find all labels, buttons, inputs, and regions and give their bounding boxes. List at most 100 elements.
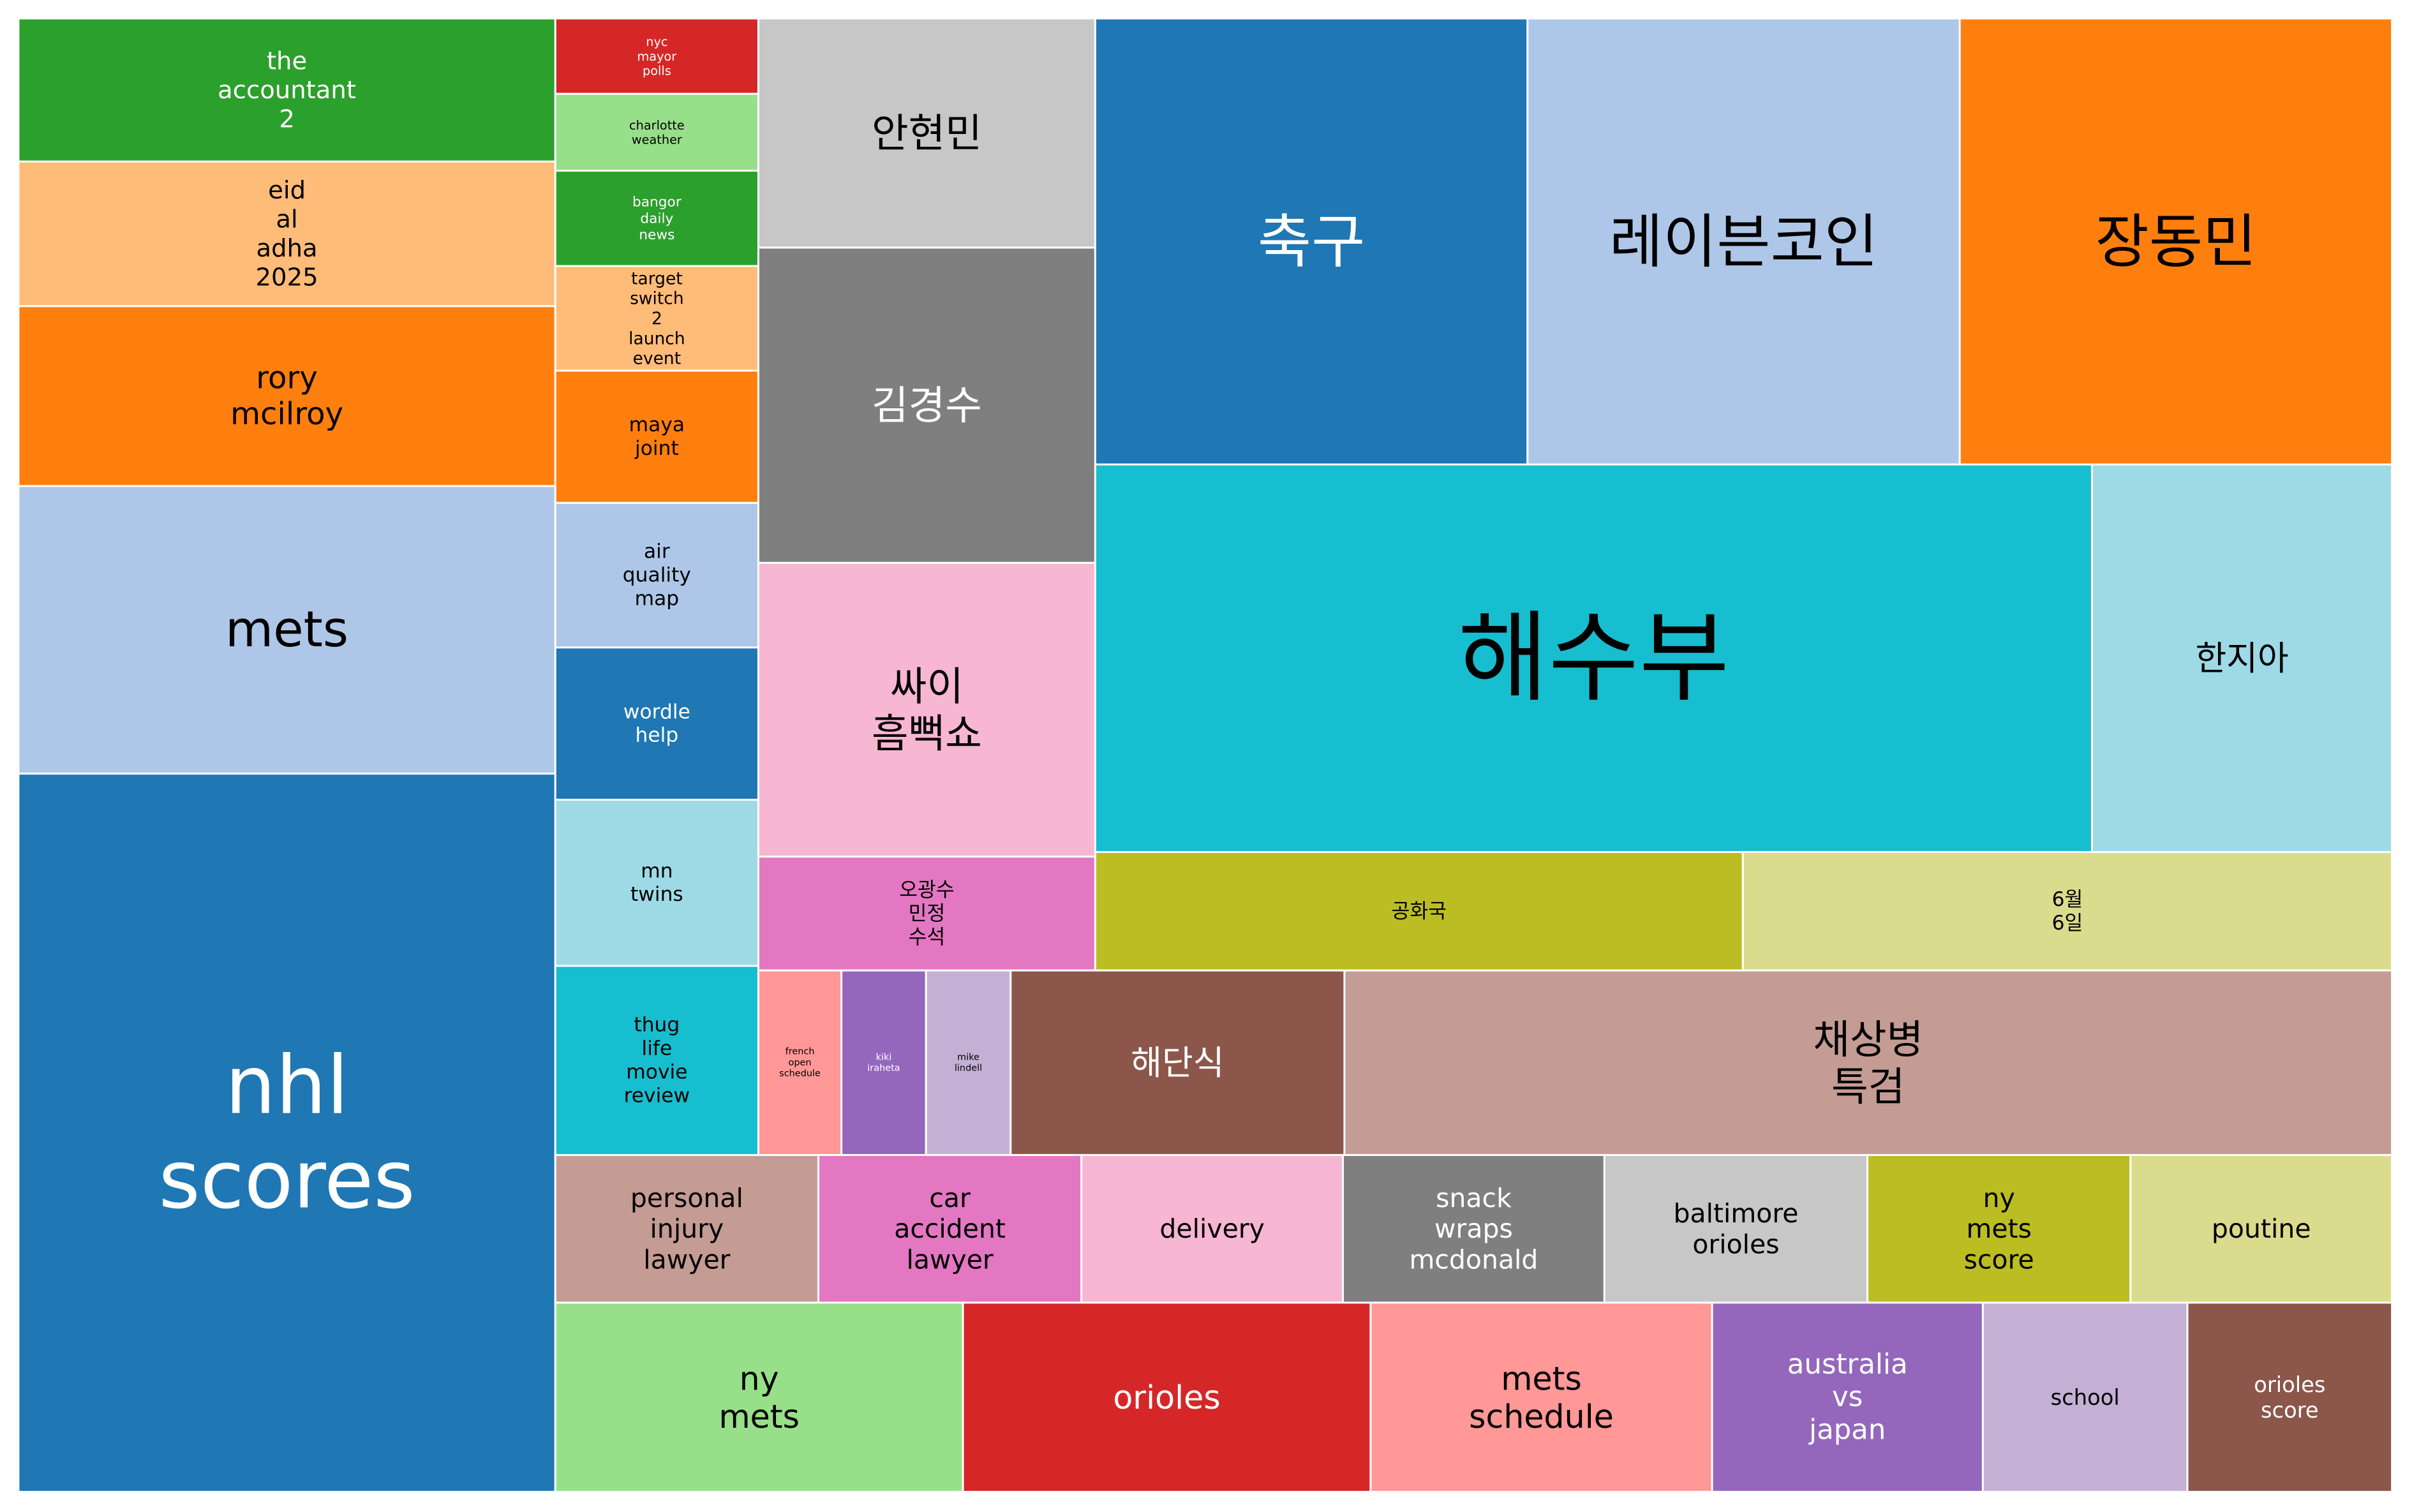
- treemap-tile-rect: [757, 561, 1096, 858]
- treemap-tile: wordle help: [554, 646, 759, 801]
- treemap-tile-label: wordle help: [623, 700, 690, 747]
- treemap-tile: 안현민: [757, 17, 1096, 249]
- treemap-tile: 레이븐코인: [1526, 17, 1961, 466]
- treemap-tile-rect: [554, 501, 759, 649]
- treemap-tile-rect: [1094, 851, 1744, 972]
- treemap-tile: school: [1981, 1301, 2189, 1493]
- treemap-tile-label: mn twins: [630, 859, 683, 906]
- treemap-tile-rect: [1094, 463, 2094, 854]
- treemap-tile-label: 축구: [1258, 207, 1366, 276]
- treemap-tile-label: mets: [225, 601, 348, 658]
- treemap-tile-rect: [757, 246, 1096, 564]
- treemap-tile: charlotte weather: [554, 93, 759, 172]
- treemap-tile-label: rory mcilroy: [230, 360, 343, 432]
- treemap-tile-label: personal injury lawyer: [630, 1183, 743, 1275]
- treemap-tile-label: 김경수: [872, 382, 982, 429]
- treemap-tile: 공화국: [1094, 851, 1744, 972]
- treemap-tile: poutine: [2129, 1153, 2393, 1304]
- treemap-tile-label: poutine: [2212, 1213, 2311, 1244]
- treemap-tile: 채상병 특검: [1343, 969, 2393, 1156]
- treemap-tile-label: 장동민: [2096, 207, 2257, 276]
- treemap-tile: 축구: [1094, 17, 1529, 466]
- treemap-tile-label: ny mets: [718, 1360, 800, 1435]
- treemap-tile: rory mcilroy: [17, 305, 556, 487]
- treemap-tile-rect: [840, 969, 927, 1156]
- treemap-tile: mets: [17, 485, 556, 775]
- treemap-tile-rect: [1981, 1301, 2189, 1493]
- treemap-tile-label: car accident lawyer: [894, 1183, 1006, 1275]
- treemap-tile-rect: [554, 646, 759, 801]
- treemap-tile: 오광수 민정 수석: [757, 856, 1096, 972]
- treemap-tile: 6월 6일: [1741, 851, 2393, 972]
- treemap-tile: mike lindell: [925, 969, 1012, 1156]
- treemap-tile-rect: [1958, 17, 2393, 466]
- treemap-tile-rect: [554, 17, 759, 95]
- treemap-tile-label: the accountant 2: [218, 47, 356, 133]
- treemap-tile-rect: [962, 1301, 1372, 1493]
- treemap-tile: mets schedule: [1369, 1301, 1713, 1493]
- treemap-tile: personal injury lawyer: [554, 1153, 820, 1304]
- treemap-tile: nyc mayor polls: [554, 17, 759, 95]
- treemap-tile-label: mets schedule: [1469, 1360, 1614, 1435]
- treemap-tile-label: 레이븐코인: [1609, 207, 1878, 276]
- treemap-tile-label: orioles: [1113, 1379, 1220, 1416]
- treemap-tile-label: 해단식: [1131, 1043, 1224, 1083]
- treemap-tile: australia vs japan: [1711, 1301, 1984, 1493]
- treemap-tile-rect: [2129, 1153, 2393, 1304]
- treemap-tile-label: air quality map: [623, 540, 691, 611]
- treemap-tile-label: charlotte weather: [629, 117, 685, 147]
- treemap-tile: 한지아: [2091, 463, 2393, 854]
- treemap-tile-rect: [1603, 1153, 1869, 1304]
- treemap-tile: maya joint: [554, 369, 759, 504]
- treemap-tile-label: thug life movie review: [624, 1014, 690, 1108]
- treemap-tile: air quality map: [554, 501, 759, 649]
- treemap-tile: orioles score: [2186, 1301, 2393, 1493]
- treemap-tile-rect: [1080, 1153, 1344, 1304]
- treemap-tile-label: 한지아: [2195, 639, 2288, 678]
- treemap-tile: 해단식: [1009, 969, 1346, 1156]
- treemap-tile-label: 채상병 특검: [1813, 1016, 1923, 1109]
- treemap-tile-rect: [554, 1301, 964, 1493]
- treemap-tile: bangor daily news: [554, 170, 759, 267]
- treemap-tile-rect: [1526, 17, 1961, 466]
- treemap-tile: the accountant 2: [17, 17, 556, 163]
- treemap-tile-rect: [1866, 1153, 2132, 1304]
- treemap-tile-label: ny mets score: [1964, 1183, 2034, 1275]
- treemap-tile-label: french open schedule: [779, 1047, 821, 1079]
- treemap-tile: target switch 2 launch event: [554, 265, 759, 372]
- treemap-tile-label: target switch 2 launch event: [629, 269, 685, 368]
- treemap-tile-rect: [1711, 1301, 1984, 1493]
- treemap-tile-label: 싸이 흠뻑쇼: [872, 663, 982, 757]
- treemap-tile: orioles: [962, 1301, 1372, 1493]
- treemap-tile: french open schedule: [757, 969, 843, 1156]
- treemap-tile: 김경수: [757, 246, 1096, 564]
- treemap-tile-label: 공화국: [1392, 900, 1447, 923]
- treemap-tile-rect: [554, 265, 759, 372]
- treemap-tile-label: orioles score: [2254, 1372, 2325, 1423]
- treemap-tile: ny mets: [554, 1301, 964, 1493]
- treemap-tile: 싸이 흠뻑쇼: [757, 561, 1096, 858]
- treemap-tile-label: australia vs japan: [1787, 1349, 1908, 1446]
- treemap-tile-label: 오광수 민정 수석: [899, 878, 954, 949]
- treemap-tile-rect: [1369, 1301, 1713, 1493]
- treemap-tile-label: snack wraps mcdonald: [1409, 1183, 1538, 1275]
- treemap-tile: kiki iraheta: [840, 969, 927, 1156]
- treemap-tile-rect: [1343, 969, 2393, 1156]
- treemap-tile-label: 해수부: [1458, 601, 1730, 715]
- treemap-tile-label: bangor daily news: [632, 194, 681, 242]
- treemap-tile-label: 안현민: [872, 110, 982, 156]
- treemap-tile-rect: [554, 799, 759, 967]
- treemap-tile-label: nhl scores: [159, 1039, 415, 1227]
- treemap-tile: 장동민: [1958, 17, 2393, 466]
- treemap-tile: delivery: [1080, 1153, 1344, 1304]
- treemap-tile-rect: [1094, 17, 1529, 466]
- treemap-tile-rect: [554, 1153, 820, 1304]
- treemap-tile: mn twins: [554, 799, 759, 967]
- treemap-tile-label: delivery: [1159, 1213, 1265, 1244]
- treemap-tile-label: school: [2051, 1385, 2120, 1410]
- treemap-tile-label: nyc mayor polls: [637, 34, 677, 78]
- treemap-tile: snack wraps mcdonald: [1342, 1153, 1605, 1304]
- treemap-tile-label: maya joint: [629, 413, 685, 460]
- treemap-tile-label: 6월 6일: [2052, 888, 2083, 935]
